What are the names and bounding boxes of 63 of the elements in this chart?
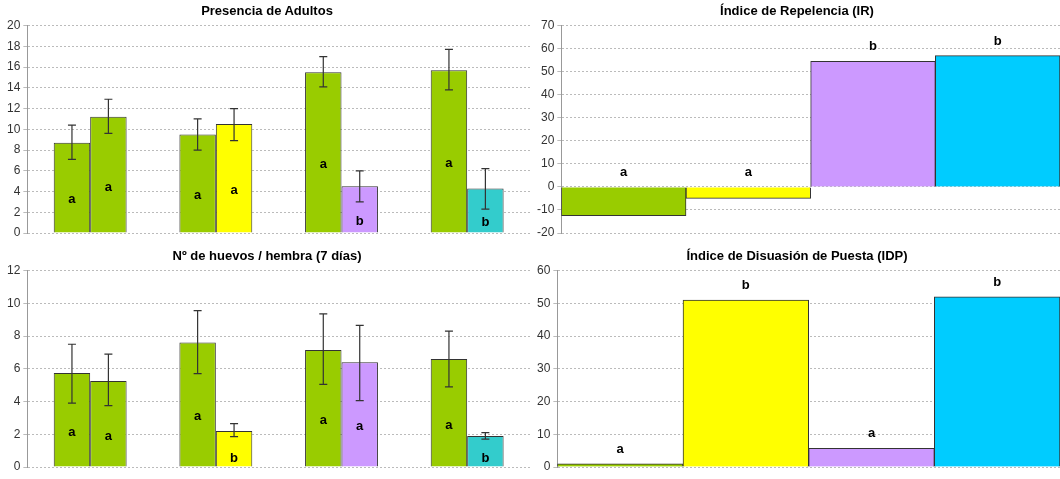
y-tick-label: 70 (540, 17, 555, 32)
y-tick-label: 0 (547, 179, 555, 194)
y-tick-label: 14 (6, 80, 21, 95)
y-tick-label: 10 (6, 121, 21, 136)
data-label: a (445, 155, 454, 171)
data-label: a (194, 408, 202, 424)
data-label: a (104, 178, 113, 194)
y-tick-label: 18 (6, 38, 21, 53)
y-tick-label: 50 (540, 64, 555, 78)
data-label: b (993, 273, 1002, 289)
data-label: a (104, 427, 113, 443)
y-tick-label: 2 (13, 426, 21, 441)
data-label: a (68, 191, 77, 207)
y-tick-label: 30 (536, 361, 551, 376)
y-tick-label: 60 (536, 262, 551, 277)
y-tick-label: 12 (6, 262, 21, 277)
y-tick-label: 40 (536, 328, 551, 343)
data-label: b (869, 38, 878, 54)
y-tick-label: 20 (540, 133, 555, 148)
data-label: a (356, 418, 365, 434)
y-tick-label: -20 (537, 225, 555, 240)
y-tick-label: 4 (13, 183, 21, 198)
data-label: b (481, 214, 490, 230)
y-tick-label: 8 (13, 142, 21, 157)
data-label: a (616, 440, 625, 456)
data-label: b (993, 32, 1002, 48)
chart-title: Nº de huevos / hembra (7 días) (172, 248, 362, 264)
y-tick-label: 16 (6, 59, 21, 74)
data-label: a (744, 163, 753, 179)
y-tick-label: 6 (13, 361, 21, 376)
y-tick-label: 10 (6, 295, 21, 310)
y-tick-label: 20 (536, 393, 551, 408)
data-label: a (319, 156, 328, 172)
chart-title: Presencia de Adultos (201, 3, 333, 19)
data-label: b (355, 213, 364, 229)
y-tick-label: 10 (536, 426, 551, 441)
data-label: b (741, 277, 750, 293)
y-tick-label: 10 (540, 156, 555, 171)
y-tick-label: 6 (13, 163, 21, 178)
y-tick-label: 40 (540, 87, 555, 102)
y-tick-label: 20 (6, 17, 21, 32)
y-tick-label: 0 (13, 225, 21, 240)
y-tick-label: 8 (13, 328, 21, 343)
data-label: a (230, 182, 239, 198)
y-tick-label: 30 (540, 110, 555, 125)
y-tick-label: 50 (536, 295, 551, 310)
y-tick-label: 4 (13, 393, 21, 408)
y-tick-label: 12 (6, 100, 21, 115)
y-tick-label: -10 (537, 202, 555, 217)
data-label: a (194, 187, 202, 203)
chart-title: Índice de Repelencia (IR) (720, 3, 874, 19)
data-label: b (481, 449, 490, 465)
y-tick-label: 0 (13, 459, 21, 474)
y-tick-label: 0 (543, 459, 551, 474)
data-label: a (620, 163, 629, 179)
data-label: a (319, 412, 328, 428)
data-label: a (68, 423, 77, 439)
y-tick-label: 2 (13, 204, 21, 219)
data-label: a (445, 416, 454, 432)
data-label: b (230, 449, 239, 465)
y-tick-label: 60 (540, 40, 555, 55)
chart-title: Índice de Disuasión de Puesta (IDP) (686, 248, 908, 264)
data-label: a (867, 425, 876, 441)
